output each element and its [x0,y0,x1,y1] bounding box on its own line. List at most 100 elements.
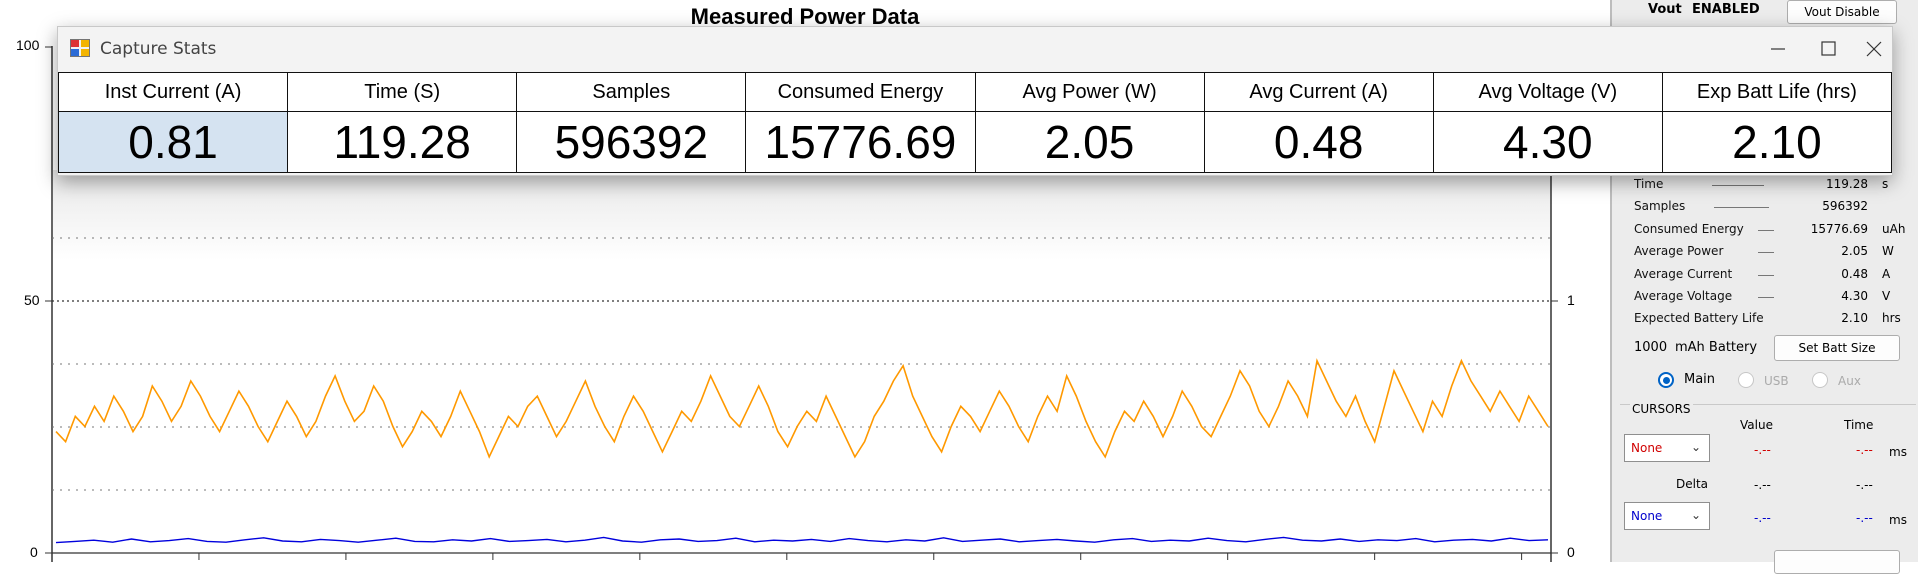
column-header: Avg Voltage (V) [1432,72,1663,112]
stat-value: 2.05 [1841,244,1868,258]
stat-leader [1714,207,1769,208]
y2-tick-label: 1 [1567,292,1575,308]
column-header: Avg Current (A) [1203,72,1434,112]
set-batt-size-button[interactable]: Set Batt Size [1774,335,1900,361]
stat-unit: s [1882,177,1889,191]
cursor2-unit: ms [1889,513,1907,527]
stat-value: 15776.69 [1810,222,1868,236]
maximize-icon[interactable] [1808,35,1848,63]
cursor2-select-value: None [1631,509,1663,523]
cursor1-time: -.-- [1856,443,1873,457]
power-trace [55,358,1549,459]
table-header-row: Inst Current (A) Time (S) Samples Consum… [57,72,1893,112]
cursor2-value: -.-- [1754,511,1771,525]
chevron-down-icon: ⌄ [1690,508,1701,522]
plot-title: Measured Power Data [690,4,920,29]
stat-row-avg-current: Average Current 0.48 A [1634,264,1904,284]
stat-label: Expected Battery Life [1634,311,1764,325]
vout-label: Vout [1648,2,1682,17]
cursor2-select[interactable]: None ⌄ [1624,502,1710,530]
stat-unit: uAh [1882,222,1906,236]
radio-main[interactable] [1658,372,1674,388]
column-header: Time (S) [287,72,518,112]
chevron-down-icon: ⌄ [1690,440,1701,454]
samples-cell[interactable]: 596392 [516,111,747,173]
delta-label: Delta [1676,477,1709,491]
stat-unit: W [1882,244,1894,258]
cursors-group [1620,404,1916,575]
cursor1-select[interactable]: None ⌄ [1624,434,1710,462]
cursors-header: CURSORS [1630,402,1693,416]
stat-row-energy: Consumed Energy 15776.69 uAh [1634,219,1906,239]
stat-label: Time [1634,177,1664,191]
inst-current-cell[interactable]: 0.81 [57,111,289,173]
cursor1-unit: ms [1889,445,1907,459]
stat-leader [1758,230,1774,231]
cursor1-select-value: None [1631,441,1663,455]
radio-usb-label: USB [1764,374,1789,388]
minimize-icon[interactable] [1758,35,1798,63]
avg-power-cell[interactable]: 2.05 [974,111,1205,173]
value-header: Value [1740,418,1773,432]
stat-row-battery-life: Expected Battery Life 2.10 hrs [1634,308,1904,328]
stat-label: Average Current [1634,267,1733,281]
time-cell[interactable]: 119.28 [287,111,518,173]
y2-tick-label: 0 [1567,544,1575,560]
stat-row-samples: Samples 596392 [1634,196,1904,216]
delta-value: -.-- [1754,478,1771,492]
cursor1-value: -.-- [1754,443,1771,457]
stat-value: 4.30 [1841,289,1868,303]
y-tick-label: 0 [30,544,38,560]
stat-label: Average Voltage [1634,289,1733,303]
stat-value: 119.28 [1826,177,1868,191]
stat-unit: hrs [1882,311,1901,325]
radio-aux-label: Aux [1838,374,1861,388]
radio-main-label: Main [1684,372,1716,387]
app-icon [70,39,90,57]
close-icon[interactable] [1854,35,1894,63]
power-plot [45,46,1558,562]
radio-usb[interactable] [1738,372,1754,388]
column-header: Consumed Energy [745,72,976,112]
capture-stats-titlebar[interactable]: Capture Stats [58,27,1892,71]
avg-voltage-cell[interactable]: 4.30 [1432,111,1663,173]
time-header: Time [1844,418,1874,432]
column-header: Avg Power (W) [974,72,1205,112]
radio-aux[interactable] [1812,372,1828,388]
stats-window-button[interactable] [1774,550,1900,574]
stat-unit: A [1882,267,1891,281]
capture-stats-window[interactable]: Capture Stats Inst Current (A) Time (S) … [57,26,1893,176]
stat-row-avg-power: Average Power 2.05 W [1634,241,1904,261]
column-header: Exp Batt Life (hrs) [1661,72,1893,112]
stat-row-avg-voltage: Average Voltage 4.30 V [1634,286,1904,306]
batt-life-cell[interactable]: 2.10 [1661,111,1893,173]
column-header: Samples [516,72,747,112]
battery-unit-label: mAh Battery [1675,340,1758,355]
stat-label: Samples [1634,199,1686,213]
stat-label: Average Power [1634,244,1724,258]
y-tick-label: 100 [16,37,40,53]
stat-value: 2.10 [1841,311,1868,325]
window-title: Capture Stats [100,39,217,59]
stat-label: Consumed Energy [1634,222,1744,236]
table-row: 0.81 119.28 596392 15776.69 2.05 0.48 4.… [57,111,1893,173]
plot-fade [53,170,1551,260]
capture-stats-table: Inst Current (A) Time (S) Samples Consum… [57,72,1893,173]
stat-leader [1758,275,1774,276]
stat-value: 596392 [1822,199,1868,213]
consumed-energy-cell[interactable]: 15776.69 [745,111,976,173]
battery-capacity: 1000 [1634,340,1668,355]
stat-value: 0.48 [1841,267,1868,281]
current-trace [55,536,1549,544]
stat-leader [1758,297,1774,298]
y-tick-label: 50 [24,292,40,308]
x-tick-marks [198,553,1523,560]
delta-time: -.-- [1856,478,1873,492]
vout-disable-button[interactable]: Vout Disable [1787,0,1897,24]
stat-row-time: Time 119.28 s [1634,174,1904,194]
vout-status: ENABLED [1692,2,1760,17]
avg-current-cell[interactable]: 0.48 [1203,111,1434,173]
stat-leader [1758,252,1774,253]
stat-leader [1712,185,1764,186]
cursor2-time: -.-- [1856,511,1873,525]
